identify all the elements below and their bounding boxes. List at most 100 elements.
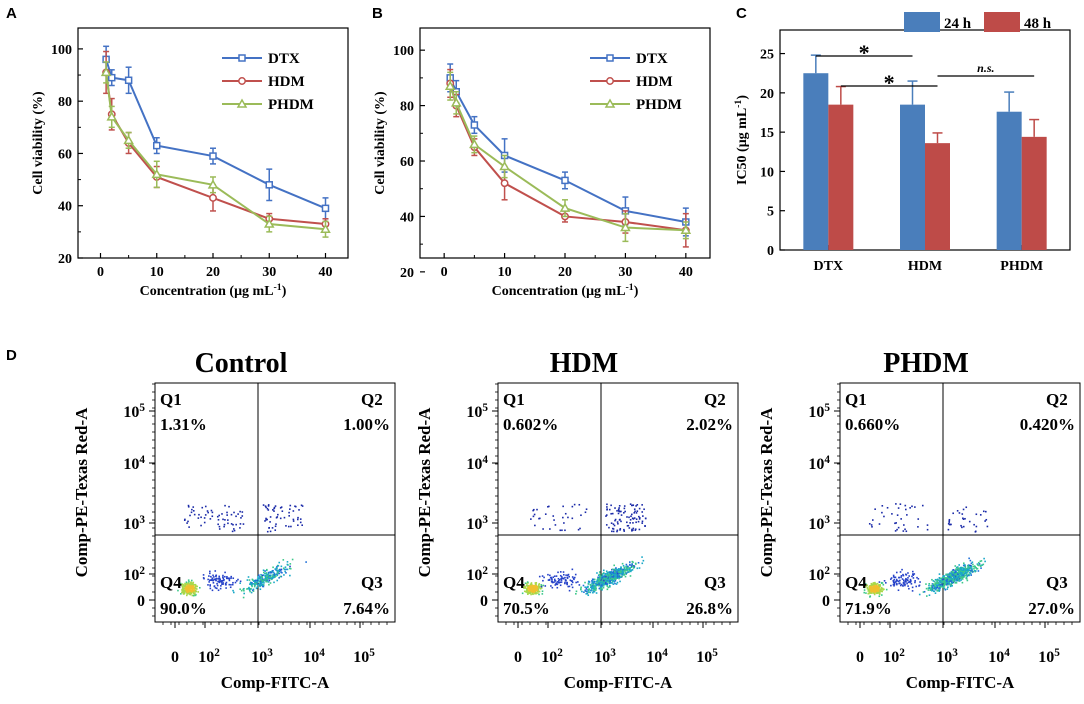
event-dot (935, 582, 937, 584)
event-dot (616, 521, 619, 523)
event-dot (616, 581, 619, 584)
event-dot (526, 584, 528, 586)
event-dot (567, 585, 570, 588)
y-axis-label: Cell viability (%) (31, 91, 46, 195)
event-dot (570, 583, 573, 586)
event-dot (231, 583, 234, 586)
event-dot (209, 585, 212, 587)
event-dot (535, 590, 537, 592)
event-dot (956, 509, 959, 512)
event-dot (595, 584, 597, 586)
event-dot (963, 575, 965, 578)
event-dot (550, 577, 553, 580)
x-tick-label: 103 (594, 647, 616, 666)
event-dot (899, 571, 902, 573)
event-dot (955, 570, 957, 573)
y-axis-label: Comp-PE-Texas Red-A (72, 407, 91, 578)
y-tick-label: 104 (123, 454, 145, 473)
event-dot (616, 529, 619, 532)
event-dot (598, 582, 600, 584)
event-dot (611, 582, 614, 584)
event-dot (599, 581, 602, 584)
event-dot (893, 579, 896, 581)
event-dot (288, 567, 291, 570)
event-dot (863, 586, 866, 589)
x-tick-label: 10 (498, 265, 512, 280)
event-dot (177, 584, 180, 587)
event-dot (605, 575, 607, 578)
event-dot (618, 574, 621, 577)
event-dot (257, 579, 260, 582)
event-dot (961, 513, 964, 515)
event-dot (983, 557, 985, 560)
event-dot (593, 589, 595, 591)
event-dot (620, 510, 622, 513)
event-dot (548, 579, 551, 581)
event-dot (973, 523, 975, 526)
event-dot (607, 586, 610, 589)
event-dot (219, 587, 222, 590)
event-dot (185, 590, 188, 592)
event-dot (954, 578, 957, 581)
event-dot (931, 589, 933, 592)
event-dot (903, 583, 905, 585)
event-dot (562, 573, 565, 576)
event-dot (604, 582, 607, 584)
event-dot (268, 574, 271, 577)
event-dot (968, 557, 970, 560)
panel-label-C: C (736, 5, 747, 22)
event-dot (538, 517, 540, 520)
event-dot (530, 582, 533, 584)
event-dot (941, 583, 944, 586)
event-dot (902, 581, 905, 584)
event-dot (875, 583, 877, 585)
event-dot (866, 587, 869, 590)
event-dot (591, 582, 593, 585)
event-dot (601, 587, 603, 590)
event-dot (192, 584, 195, 587)
x-tick-label: 102 (883, 647, 905, 666)
event-dot (905, 577, 907, 580)
legend-marker (236, 98, 248, 108)
event-dot (933, 586, 936, 588)
event-dot (946, 578, 949, 581)
event-dot (604, 578, 607, 581)
event-dot (590, 589, 592, 592)
y-tick-label: 60 (58, 147, 72, 162)
event-dot (224, 571, 226, 574)
event-dot (560, 575, 563, 578)
event-dot (927, 587, 930, 589)
event-dot (631, 504, 633, 507)
event-dot (960, 579, 963, 581)
event-dot (881, 511, 883, 514)
event-dot (551, 586, 554, 589)
event-dot (952, 579, 954, 581)
event-dot (598, 573, 601, 576)
event-dot (571, 576, 574, 578)
event-dot (878, 581, 881, 583)
x-tick-label: HDM (908, 259, 942, 274)
event-dot (611, 530, 613, 533)
event-dot (867, 588, 870, 591)
y-tick-label: 0 (480, 593, 488, 610)
x-axis-label: Concentration (μg mL-1) (140, 282, 287, 300)
event-dot (187, 592, 190, 595)
event-dot (217, 578, 219, 580)
event-dot (943, 581, 946, 584)
event-dot (878, 591, 881, 594)
event-dot (265, 519, 267, 521)
event-dot (267, 509, 270, 511)
event-dot (875, 590, 877, 593)
event-dot (951, 582, 954, 585)
event-dot (558, 581, 560, 584)
event-dot (626, 521, 628, 524)
event-dot (623, 573, 625, 576)
event-dot (558, 578, 561, 581)
event-dot (957, 569, 960, 572)
event-dot (274, 575, 276, 577)
event-dot (559, 529, 562, 532)
x-tick-label: 0 (856, 649, 864, 666)
event-dot (584, 589, 586, 592)
y-tick-label: 0 (822, 593, 830, 610)
